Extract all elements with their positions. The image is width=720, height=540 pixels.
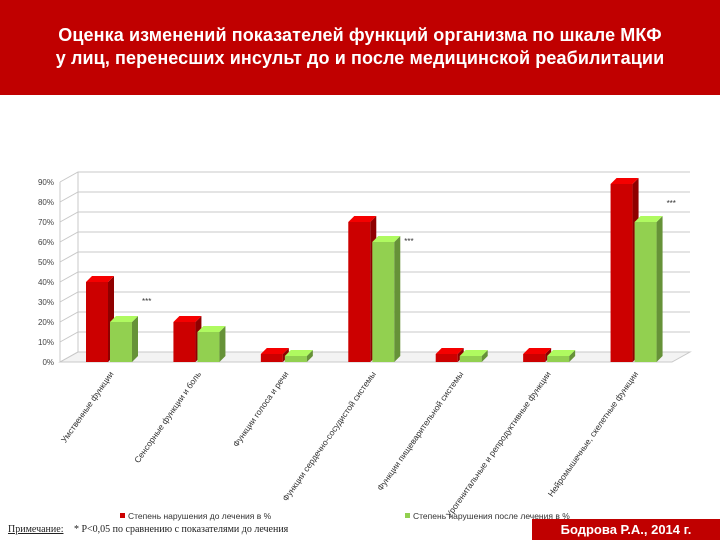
- gridline: [59, 271, 690, 283]
- significance-markers: *** *** ***: [142, 199, 676, 306]
- gridline: [59, 331, 690, 343]
- bar-top: [634, 216, 663, 222]
- bar-top: [523, 348, 552, 354]
- gridline: [59, 311, 690, 323]
- bar-top: [197, 326, 226, 332]
- bar-top: [610, 178, 639, 184]
- y-tick-label: 60%: [38, 238, 54, 247]
- bar-side: [569, 350, 576, 362]
- bar-chart: 0% 10% 20% 30% 40% 50% 60% 70% 80% 90% *** ****** …: [38, 171, 692, 521]
- bar-top: [547, 350, 576, 356]
- x-tick-label: Урогенитальные и репродуктивные функции: [444, 369, 553, 519]
- legend-swatch: [120, 513, 125, 518]
- bar-after-treatment: [372, 236, 401, 362]
- y-axis-ticks: 0% 10% 20% 30% 40% 50% 60% 70% 80% 90%: [38, 178, 54, 367]
- gridline: [59, 191, 690, 203]
- bar-top: [110, 316, 138, 322]
- y-tick-label: 30%: [38, 298, 54, 307]
- bar-after-treatment: [197, 326, 226, 362]
- bar-top: [260, 348, 289, 354]
- bar-front: [86, 282, 108, 362]
- bar-top: [459, 350, 488, 356]
- bar-front: [173, 322, 196, 362]
- x-tick-label: Функции сердечно-сосудистой системы: [280, 369, 378, 503]
- bar-top: [86, 276, 114, 282]
- bar-side: [656, 216, 663, 362]
- gridline: [59, 211, 690, 223]
- significance-marker: ***: [404, 237, 413, 246]
- legend-item-after: Степень нарушения после лечения в %: [405, 511, 570, 521]
- bar-after-treatment: [284, 350, 313, 362]
- x-tick-label: Функции пищеварительной системы: [375, 369, 465, 492]
- bar-side: [219, 326, 226, 362]
- x-tick-label: Сенсорные функции и боль: [132, 369, 203, 465]
- author-badge: Бодрова Р.А., 2014 г.: [532, 519, 720, 540]
- bar-after-treatment: [547, 350, 576, 362]
- footnote-label: Примечание:: [8, 524, 64, 535]
- title-bar: Оценка изменений показателей функций орг…: [0, 0, 720, 95]
- bar-front: [348, 222, 371, 362]
- x-tick-label: Нейромышечные, скелетные функции: [546, 369, 641, 498]
- page-title-line-2: у лиц, перенесших инсульт до и после мед…: [55, 48, 665, 68]
- y-tick-label: 80%: [38, 198, 54, 207]
- legend-label: Степень нарушения до лечения в %: [128, 511, 272, 521]
- chart-legend: Степень нарушения до лечения в % Степень …: [120, 511, 570, 521]
- bar-after-treatment: [110, 316, 138, 362]
- bar-side: [306, 350, 313, 362]
- bar-front: [197, 332, 220, 362]
- bar-before-treatment: [610, 178, 639, 362]
- gridline: [59, 171, 690, 183]
- x-tick-label: Функции голоса и речи: [231, 369, 291, 449]
- bar-before-treatment: [523, 348, 552, 362]
- bar-front: [372, 242, 395, 362]
- bar-after-treatment: [459, 350, 488, 362]
- bar-top: [435, 348, 464, 354]
- bar-after-treatment: [634, 216, 663, 362]
- bar-front: [435, 354, 458, 362]
- bar-top: [348, 216, 377, 222]
- footnote: Примечание: * P<0,05 по сравнению с пока…: [8, 524, 288, 535]
- gridline: [59, 251, 690, 263]
- bar-before-treatment: [260, 348, 289, 362]
- y-tick-label: 20%: [38, 318, 54, 327]
- bar-before-treatment: [348, 216, 377, 362]
- y-tick-label: 50%: [38, 258, 54, 267]
- bar-front: [260, 354, 283, 362]
- bar-front: [110, 322, 132, 362]
- y-tick-label: 10%: [38, 338, 54, 347]
- y-tick-label: 40%: [38, 278, 54, 287]
- bar-before-treatment: [86, 276, 114, 362]
- bar-front: [284, 356, 307, 362]
- bar-side: [481, 350, 488, 362]
- legend-item-before: Степень нарушения до лечения в %: [120, 511, 272, 521]
- footnote-text: * P<0,05 по сравнению с показателями до …: [73, 524, 289, 535]
- bar-front: [634, 222, 657, 362]
- bar-front: [459, 356, 482, 362]
- bar-front: [547, 356, 570, 362]
- gridline: [59, 291, 690, 303]
- bar-side: [394, 236, 401, 362]
- x-tick-label: Умственные функции: [59, 369, 116, 444]
- bar-top: [372, 236, 401, 242]
- bar-side: [132, 316, 138, 362]
- bar-top: [284, 350, 313, 356]
- legend-swatch: [405, 513, 410, 518]
- bar-before-treatment: [435, 348, 464, 362]
- gridline: [59, 231, 690, 243]
- bar-top: [173, 316, 202, 322]
- chart-bars: [86, 178, 663, 362]
- bar-before-treatment: [173, 316, 202, 362]
- bar-front: [523, 354, 546, 362]
- y-tick-label: 70%: [38, 218, 54, 227]
- y-tick-label: 90%: [38, 178, 54, 187]
- page-title-line-1: Оценка изменений показателей функций орг…: [58, 25, 662, 45]
- significance-marker: ***: [142, 297, 151, 306]
- legend-label: Степень нарушения после лечения в %: [413, 511, 570, 521]
- x-axis-labels: Умственные функции Сенсорные функции и бо…: [59, 369, 640, 519]
- bar-front: [610, 184, 633, 362]
- significance-marker: ***: [667, 199, 676, 208]
- y-tick-label: 0%: [42, 358, 54, 367]
